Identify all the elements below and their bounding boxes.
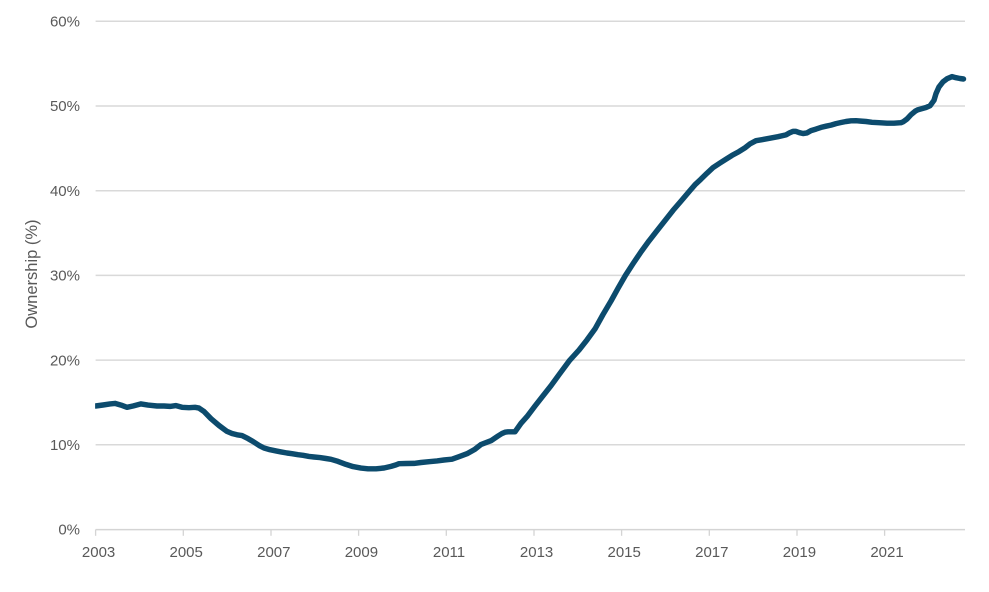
svg-text:40%: 40% [50,183,80,200]
svg-text:10%: 10% [50,437,80,454]
svg-text:2009: 2009 [345,544,378,561]
svg-text:2005: 2005 [170,544,203,561]
svg-text:2003: 2003 [82,544,115,561]
svg-text:0%: 0% [58,522,80,539]
svg-text:2007: 2007 [257,544,290,561]
svg-text:30%: 30% [50,268,80,285]
svg-text:2019: 2019 [783,544,816,561]
svg-text:2013: 2013 [520,544,553,561]
svg-text:2017: 2017 [695,544,728,561]
svg-text:Ownership (%): Ownership (%) [23,219,41,328]
svg-text:2021: 2021 [870,544,903,561]
svg-text:60%: 60% [50,14,80,31]
svg-text:2011: 2011 [433,544,465,561]
svg-text:50%: 50% [50,98,80,115]
svg-text:2015: 2015 [608,544,641,561]
svg-text:20%: 20% [50,352,80,369]
